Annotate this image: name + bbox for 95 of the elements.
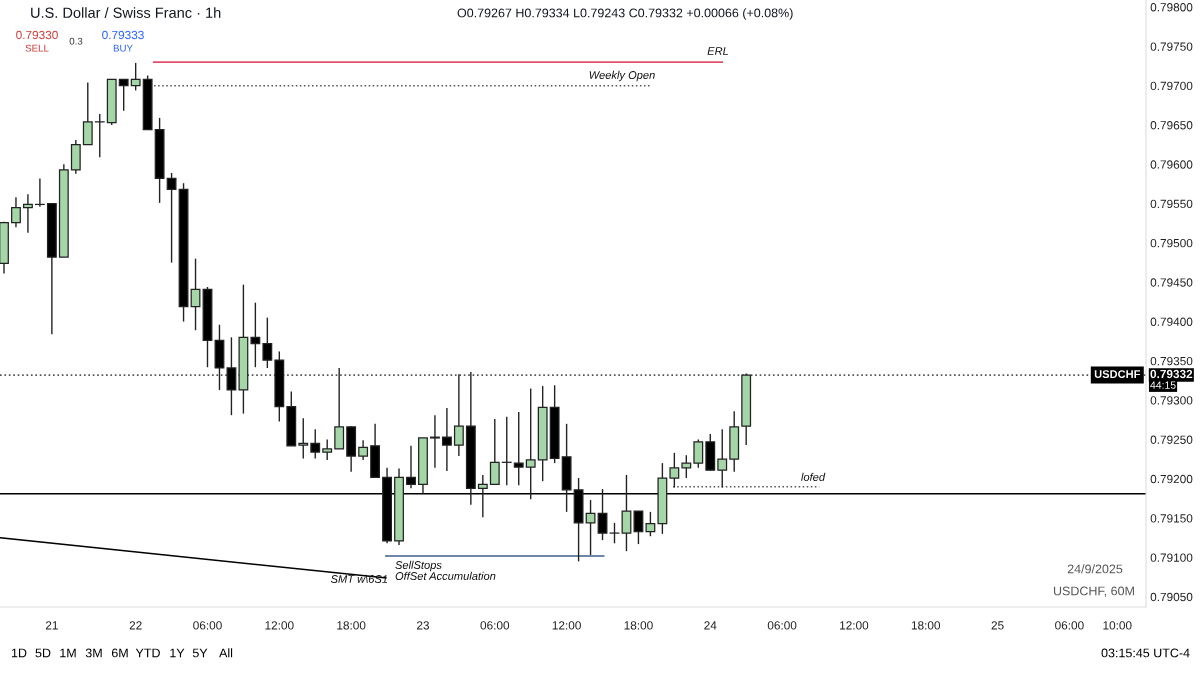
candlestick <box>190 257 201 331</box>
x-tick-label: 06:00 <box>480 621 510 630</box>
text: 3M <box>85 648 102 658</box>
x-tick-label: 24 <box>704 621 717 630</box>
candlestick <box>585 499 596 556</box>
candlestick <box>226 336 237 416</box>
candlestick <box>477 474 488 519</box>
chart-title: U.S. Dollar / Swiss Franc · 1h <box>31 7 221 18</box>
text: 1Y <box>170 648 185 658</box>
x-tick-label: 22 <box>129 621 142 630</box>
candlestick <box>334 367 345 450</box>
x-tick-label: 18:00 <box>624 621 653 630</box>
candlestick <box>250 302 261 368</box>
x-tick-label: 10:00 <box>1103 621 1132 630</box>
candlestick <box>717 428 728 489</box>
text: All <box>219 648 233 658</box>
text: 44:15 <box>1150 381 1176 389</box>
candlestick <box>513 411 524 486</box>
text: O0.79267 H0.79334 L0.79243 C0.79332 +0.00066 (+0.08%) <box>457 8 793 20</box>
text: 1D <box>11 648 27 658</box>
candlestick <box>166 172 177 264</box>
candlestick <box>94 113 105 158</box>
candlestick <box>82 81 93 146</box>
y-tick-label: 0.79450 <box>1150 278 1193 287</box>
annotation: SELL <box>25 44 49 52</box>
annotation: 0.79330 <box>16 30 58 40</box>
text: 5Y <box>192 648 208 658</box>
y-tick-label: 0.79250 <box>1150 435 1193 444</box>
candlestick <box>34 177 45 208</box>
candlestick <box>358 439 369 461</box>
candlestick <box>262 316 273 369</box>
candlestick <box>525 387 536 500</box>
x-tick-label: 06:00 <box>767 621 797 630</box>
candlestick <box>681 454 692 479</box>
candlestick <box>489 418 500 486</box>
text: 6M <box>111 648 128 658</box>
x-tick-label: 18:00 <box>911 621 941 630</box>
annotation: BUY <box>113 44 133 52</box>
y-tick-label: 0.79100 <box>1150 553 1193 562</box>
x-tick-label: 23 <box>417 621 430 630</box>
candlestick <box>430 414 440 469</box>
y-tick-label: 0.79150 <box>1150 514 1193 523</box>
text: 03:15:45 UTC-4 <box>1101 648 1190 658</box>
ref-line-label: USDCHF <box>1094 370 1141 379</box>
y-tick-label: 0.79050 <box>1150 592 1193 602</box>
candlestick <box>441 407 452 472</box>
candlestick <box>693 438 704 469</box>
candlestick <box>310 428 321 460</box>
candlestick <box>669 452 680 489</box>
annotation: Weekly Open <box>589 70 655 82</box>
candlestick <box>621 474 632 552</box>
y-tick-label: 0.79750 <box>1150 42 1193 51</box>
y-tick-label: 0.79550 <box>1150 199 1193 209</box>
candlestick <box>633 510 644 545</box>
y-tick-label: 0.79700 <box>1150 81 1193 91</box>
text: YTD <box>135 648 160 658</box>
y-tick-label: 0.79350 <box>1150 356 1193 366</box>
annotation: OffSet Accumulation <box>395 571 496 580</box>
candlestick <box>130 62 141 92</box>
annotation: 24/9/2025 <box>1067 564 1123 574</box>
annotation: USDCHF, 60M <box>1053 586 1134 597</box>
candlestick <box>118 78 129 112</box>
x-tick-label: 06:00 <box>193 621 222 630</box>
annotation: ERL <box>707 47 729 55</box>
text: 1M <box>60 648 76 658</box>
annotation: 0.79333 <box>102 30 144 40</box>
x-tick-label: 06:00 <box>1055 621 1084 630</box>
y-tick-label: 0.79800 <box>1150 3 1193 12</box>
x-tick-label: 25 <box>991 621 1004 630</box>
candlestick <box>453 373 464 457</box>
y-tick-label: 0.79300 <box>1150 396 1193 405</box>
text: 0.79332 <box>1150 369 1193 379</box>
y-tick-label: 0.79500 <box>1150 238 1193 248</box>
candlestick <box>22 193 33 234</box>
candlestick <box>298 417 309 460</box>
annotation: SellStops <box>395 560 442 572</box>
y-tick-label: 0.79600 <box>1150 160 1193 169</box>
x-tick-label: 12:00 <box>552 621 581 630</box>
x-tick-label: 21 <box>45 621 58 630</box>
y-tick-label: 0.79400 <box>1150 317 1193 326</box>
candlestick <box>645 511 656 537</box>
text: 5D <box>35 648 51 658</box>
x-tick-label: 12:00 <box>840 621 869 630</box>
x-tick-label: 12:00 <box>265 621 294 630</box>
x-tick-label: 18:00 <box>337 621 366 630</box>
annotation: lofed <box>801 472 826 481</box>
candlestick <box>501 416 512 486</box>
annotation: 0.3 <box>69 37 83 45</box>
annotation: SMT w\6S1 <box>330 574 388 583</box>
y-tick-label: 0.79650 <box>1150 121 1193 130</box>
candlestick <box>322 438 333 461</box>
candlestick <box>406 445 416 489</box>
candlestick <box>609 522 620 545</box>
y-tick-label: 0.79200 <box>1150 474 1193 484</box>
candlestick <box>11 196 21 228</box>
